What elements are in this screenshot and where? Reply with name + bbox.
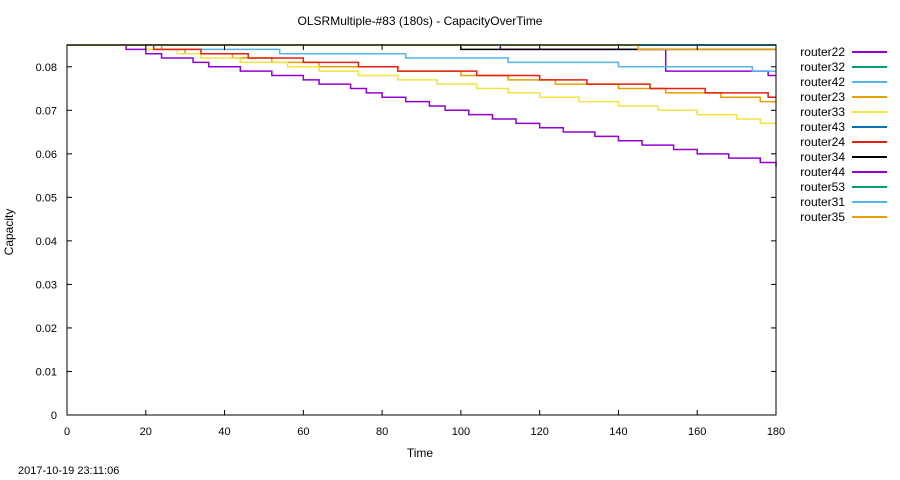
x-tick-label: 20 xyxy=(140,426,152,438)
x-tick-label: 120 xyxy=(530,426,548,438)
x-tick-label: 80 xyxy=(376,426,388,438)
y-tick-label: 0 xyxy=(51,410,57,422)
x-tick-label: 100 xyxy=(452,426,470,438)
series-line-router44 xyxy=(67,44,777,167)
x-tick-label: 0 xyxy=(64,426,70,438)
legend-label: router44 xyxy=(800,165,845,179)
y-tick-label: 0.03 xyxy=(36,279,57,291)
x-tick-label: 160 xyxy=(688,426,706,438)
x-axis-title: Time xyxy=(407,446,434,460)
series-line-router33 xyxy=(67,44,776,125)
x-tick-label: 140 xyxy=(609,426,627,438)
legend: router22router32router42router23router33… xyxy=(800,45,887,224)
plot-frame xyxy=(66,44,777,416)
legend-label: router53 xyxy=(800,180,845,194)
legend-label: router24 xyxy=(800,135,845,149)
series-line-router24 xyxy=(67,44,776,98)
x-tick-label: 180 xyxy=(767,426,785,438)
y-tick-label: 0.06 xyxy=(36,149,57,161)
y-tick-label: 0.05 xyxy=(36,192,57,204)
x-tick-label: 60 xyxy=(297,426,309,438)
legend-label: router43 xyxy=(800,120,845,134)
y-tick-label: 0.01 xyxy=(36,366,57,378)
y-tick-label: 0.04 xyxy=(36,236,57,248)
legend-label: router34 xyxy=(800,150,845,164)
legend-label: router31 xyxy=(800,195,845,209)
x-tick-label: 40 xyxy=(218,426,230,438)
y-tick-label: 0.02 xyxy=(36,323,57,335)
legend-label: router22 xyxy=(800,45,845,59)
legend-label: router32 xyxy=(800,60,845,74)
legend-label: router23 xyxy=(800,90,845,104)
y-axis-title: Capacity xyxy=(2,209,16,256)
y-tick-label: 0.08 xyxy=(36,62,57,74)
y-tick-label: 0.07 xyxy=(36,105,57,117)
x-axis: 0 20 40 60 80 100 120 140 160 180 xyxy=(64,45,785,438)
series-line-router23 xyxy=(67,44,776,103)
chart-title: OLSRMultiple-#83 (180s) - CapacityOverTi… xyxy=(298,14,543,28)
y-axis: 0 0.01 0.02 0.03 0.04 0.05 0.06 0.07 0.08 xyxy=(36,62,776,422)
legend-label: router35 xyxy=(800,210,845,224)
plot-series xyxy=(67,44,777,167)
timestamp: 2017-10-19 23:11:06 xyxy=(18,465,119,477)
legend-label: router33 xyxy=(800,105,845,119)
legend-label: router42 xyxy=(800,75,845,89)
